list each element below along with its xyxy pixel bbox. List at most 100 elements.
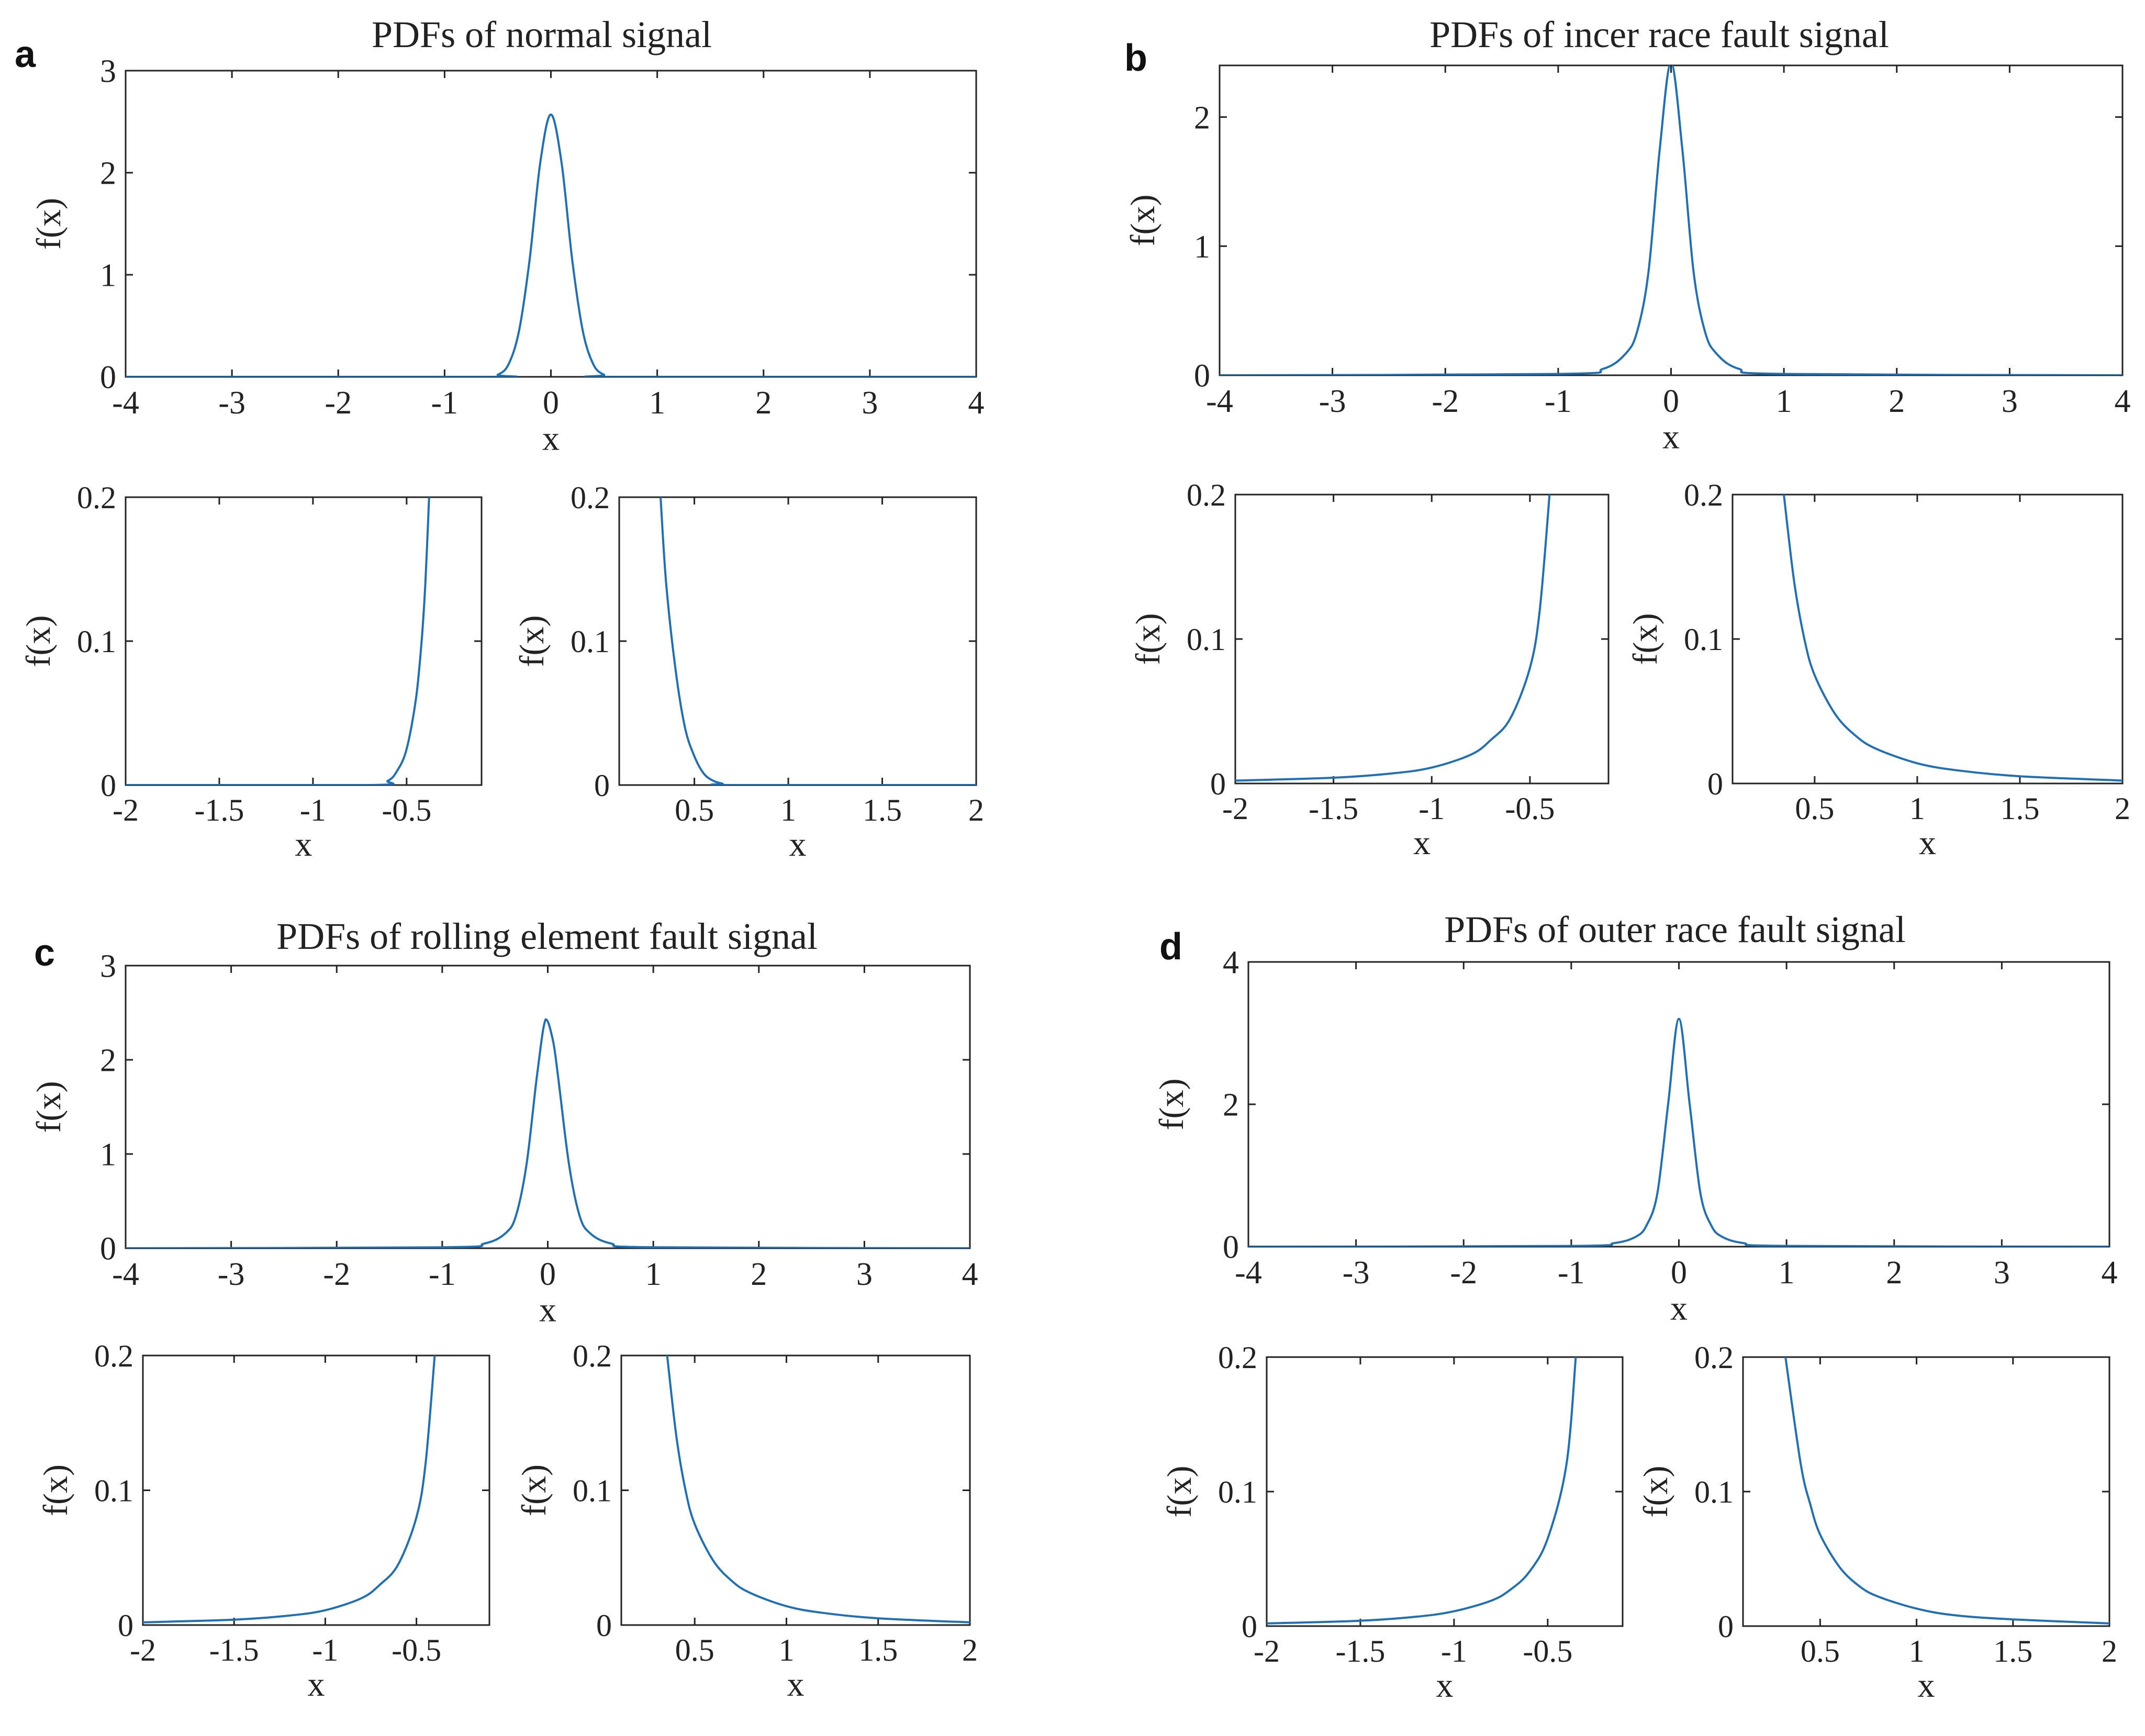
chart-c-zoom-left-xtick-label: -0.5 [392,1633,441,1667]
chart-a-zoom-right-pdf-line [660,497,976,785]
chart-c-main-xtick-label: 1 [645,1257,662,1292]
chart-d-main-pdf-line [1248,1017,2109,1247]
chart-d-zoom-right-pdf-line [1784,1357,2109,1625]
chart-a-main-xtick-label: 4 [968,385,985,421]
chart-c-main-xtick-label: -3 [218,1257,245,1292]
chart-d-zoom-left-ylabel: f(x) [1160,1466,1199,1518]
chart-c-zoom-right-xtick-label: 1 [778,1633,794,1667]
chart-b-zoom-left-ylabel: f(x) [1129,613,1167,665]
chart-d-zoom-left-ytick-label: 0.1 [1218,1475,1257,1509]
panel-letter-d: d [1159,926,1182,968]
chart-a-main-xtick-label: 2 [755,385,772,421]
panel-letter-c: c [34,932,55,974]
chart-a-zoom-right-xtick-label: 1.5 [863,793,902,827]
chart-a-zoom-left-ylabel: f(x) [19,615,58,667]
chart-b-zoom-left-xtick-label: -2 [1222,791,1248,826]
chart-a-main-xtick-label: -2 [325,385,352,421]
chart-b-main-xtick-label: -2 [1432,384,1459,419]
chart-b-zoom-left-ytick-label: 0.2 [1187,478,1226,512]
chart-c-main-xtick-label: -1 [429,1257,456,1292]
chart-c-zoom-right-xtick-label: 2 [962,1633,978,1667]
chart-d-zoom-right-xtick-label: 1.5 [1993,1634,2032,1668]
panel-letter-a: a [15,33,36,75]
chart-d-main: -4 -3 -2 -1 0 1 2 3 4 0 2 4 x f(x) [1153,945,2118,1328]
chart-b-main-frame [1219,64,2124,376]
chart-c-zoom-left-xtick-label: -2 [130,1633,156,1667]
chart-d-zoom-right-xtick-label: 2 [2102,1634,2117,1668]
chart-b-main-xtick-label: 1 [1776,384,1792,419]
chart-b-main-xtick-label: 4 [2115,384,2131,419]
chart-b-zoom-left-frame [1234,494,1610,785]
panel-b-label: b PDFs of incer race fault signal [1124,14,1889,79]
chart-a-zoom-right-xtick-label: 1 [780,793,796,827]
chart-a-zoom-right-ytick-label: 0.1 [571,624,610,659]
chart-b-main-xtick-label: -4 [1206,384,1233,419]
chart-a-zoom-left-pdf-line [126,497,430,785]
chart-d-main-xtick-label: 4 [2102,1255,2118,1291]
chart-a-main-ytick-label: 1 [100,258,116,294]
chart-a-main-xtick-label: -3 [218,385,245,421]
chart-d-zoom-left-ytick-label: 0 [1242,1609,1257,1644]
chart-b-main-xtick-label: 3 [2002,384,2018,419]
chart-b-main-ytick-label: 1 [1194,229,1210,265]
panel-b-title: PDFs of incer race fault signal [1429,14,1889,55]
chart-c-main-xtick-label: -2 [323,1257,350,1292]
panel-a-label: a PDFs of normal signal [15,14,712,75]
chart-c-zoom-right: 0.5 1 1.5 2 0 0.1 0.2 x f(x) [515,1339,978,1704]
chart-a-zoom-right-ytick-label: 0 [594,768,610,803]
chart-d-zoom-right-ytick-label: 0 [1718,1609,1734,1644]
chart-b-zoom-right-xlabel: x [1919,824,1936,862]
chart-a-zoom-right-ylabel: f(x) [513,615,551,667]
chart-b-main-ytick-label: 2 [1194,100,1210,136]
chart-c-zoom-left-pdf-line [143,1356,436,1623]
chart-a-main-ytick-label: 2 [100,156,116,192]
chart-d-zoom-right-ytick-label: 0.1 [1694,1475,1734,1509]
chart-b-zoom-left: -2 -1.5 -1 -0.5 0 0.1 0.2 x f(x) [1129,478,1610,862]
chart-a-main-xtick-label: 1 [649,385,665,421]
chart-a-zoom-left-ytick-label: 0 [100,768,116,803]
chart-d-zoom-left-xtick-label: -0.5 [1523,1634,1572,1668]
chart-d-zoom-right: 0.5 1 1.5 2 0 0.1 0.2 x f(x) [1637,1340,2117,1705]
chart-d-main-ylabel: f(x) [1153,1079,1191,1130]
chart-b-zoom-left-xtick-label: -1.5 [1309,791,1358,826]
chart-c-zoom-right-ytick-label: 0 [596,1608,612,1643]
chart-b-main-xtick-label: 0 [1663,384,1679,419]
panel-d-title: PDFs of outer race fault signal [1444,909,1906,950]
chart-c-main-frame [125,965,971,1249]
chart-d-main-xtick-label: -1 [1558,1255,1585,1291]
chart-b-zoom-right-frame [1731,494,2124,785]
chart-a-zoom-left-xlabel: x [295,825,312,864]
chart-c-main-xtick-label: -4 [112,1257,139,1292]
chart-b-main-ylabel: f(x) [1124,195,1162,247]
axes-layer: -4 -3 -2 -1 0 1 2 3 4 0 1 2 3 x f(x) -2 -1.5 -1 -0.5 0 0.1 0.… [19,54,2131,1705]
chart-c-zoom-left-ylabel: f(x) [37,1464,75,1516]
chart-a-main-xtick-label: 0 [543,385,559,421]
chart-a-zoom-right-xlabel: x [789,825,807,864]
chart-d-zoom-left-xlabel: x [1436,1666,1454,1705]
chart-a-main-ytick-label: 0 [100,360,116,396]
chart-a-main-xtick-label: -1 [431,385,459,421]
chart-b-zoom-right-xtick-label: 2 [2115,791,2130,826]
chart-b-zoom-left-xtick-label: -0.5 [1505,791,1555,826]
chart-a-zoom-right-ytick-label: 0.2 [571,480,610,515]
chart-c-main-xtick-label: 2 [751,1257,767,1292]
chart-b-main-xtick-label: 2 [1889,384,1905,419]
chart-a-zoom-left-ytick-label: 0.2 [77,480,116,515]
chart-c-main: -4 -3 -2 -1 0 1 2 3 4 0 1 2 3 x f(x) [30,949,978,1329]
panel-letter-b: b [1124,37,1147,79]
chart-a-zoom-right-xtick-label: 2 [968,793,984,827]
chart-c-main-pdf-line [126,1018,970,1248]
chart-b-zoom-right-ytick-label: 0.1 [1684,622,1723,657]
chart-c-main-xtick-label: 3 [856,1257,873,1292]
chart-a-main-ylabel: f(x) [30,198,68,250]
chart-a-main-xtick-label: -4 [112,385,139,421]
chart-b-main-xtick-label: -1 [1545,384,1572,419]
panel-a-title: PDFs of normal signal [372,14,712,55]
chart-a-zoom-left-xtick-label: -2 [113,793,139,827]
chart-d-zoom-right-xtick-label: 0.5 [1801,1634,1840,1668]
chart-c-zoom-left-xtick-label: -1.5 [209,1633,259,1667]
chart-d-zoom-right-frame [1742,1356,2110,1627]
chart-d-main-xtick-label: 0 [1671,1255,1687,1291]
chart-d-main-xlabel: x [1670,1290,1688,1328]
chart-c-zoom-right-xtick-label: 0.5 [675,1633,714,1667]
